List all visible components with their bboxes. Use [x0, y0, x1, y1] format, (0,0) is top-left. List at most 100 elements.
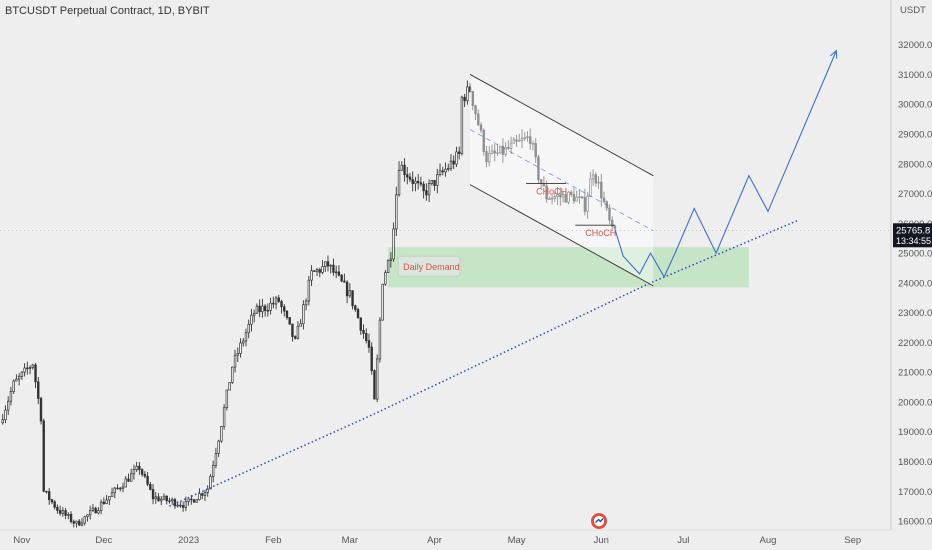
candle-body: [425, 190, 428, 196]
candle: [28, 365, 32, 375]
candle: [307, 275, 311, 306]
candle-body: [17, 375, 21, 380]
candle: [258, 299, 261, 318]
candle-body: [86, 514, 89, 517]
candle-body: [594, 174, 598, 184]
price-tick-label: 25000.0: [898, 249, 932, 260]
candle-body: [507, 146, 510, 149]
candle: [165, 495, 168, 505]
time-tick-label: Nov: [13, 535, 30, 546]
candle-body: [173, 499, 177, 507]
candle-body: [490, 150, 494, 154]
candle: [181, 501, 185, 512]
price-tick-label: 30000.0: [898, 100, 932, 111]
daily-demand-label: Daily Demand: [403, 262, 460, 272]
candle: [173, 497, 177, 509]
candle-body: [291, 323, 294, 337]
candle: [384, 269, 387, 286]
chart-title: BTCUSDT Perpetual Contract, 1D, BYBIT: [5, 5, 210, 17]
candle-body: [244, 332, 248, 342]
candle-body: [45, 490, 48, 493]
candle: [427, 179, 431, 203]
candle-body: [75, 520, 78, 524]
candle-body: [110, 492, 114, 497]
bar-countdown: 13:34:55: [896, 236, 931, 246]
candle: [493, 144, 496, 162]
candle: [594, 172, 598, 187]
candle-body: [466, 86, 469, 102]
candle: [381, 283, 384, 321]
candle-body: [389, 258, 393, 261]
candle: [548, 196, 551, 201]
candle: [611, 216, 614, 231]
candle-body: [433, 179, 436, 186]
candle-body: [518, 139, 521, 142]
candle-body: [236, 353, 239, 356]
candle: [414, 176, 417, 192]
candle-body: [479, 124, 483, 131]
candle-body: [548, 198, 551, 201]
candle: [392, 222, 395, 262]
candle-body: [496, 152, 499, 154]
candle-body: [501, 145, 505, 155]
candle: [452, 155, 455, 170]
candle: [272, 296, 275, 309]
candle: [479, 122, 483, 134]
candle-body: [209, 476, 212, 490]
candle: [195, 499, 198, 503]
candle: [78, 519, 81, 526]
candle-body: [34, 364, 37, 383]
candle-body: [447, 167, 450, 170]
candle-body: [354, 305, 357, 310]
candle-body: [190, 498, 193, 501]
candle: [526, 131, 529, 142]
candle: [334, 265, 338, 279]
candle-body: [228, 382, 231, 391]
candle-body: [83, 516, 86, 524]
tradingview-logo-icon[interactable]: [591, 513, 607, 529]
candle: [37, 377, 40, 405]
drawing-layer: CHoCH CHoCH: [0, 49, 891, 507]
candle: [553, 191, 557, 202]
candle-body: [575, 196, 578, 202]
candle: [80, 517, 84, 527]
time-axis[interactable]: Nov Dec 2023 Feb Mar Apr May Jun Jul Aug Sep: [13, 535, 861, 546]
candle: [50, 498, 54, 505]
candle-body: [124, 478, 127, 488]
price-tick-label: 16000.0: [898, 517, 932, 528]
candle-body: [214, 453, 218, 466]
candle-body: [351, 290, 354, 307]
candle: [518, 133, 521, 142]
candle: [531, 140, 535, 151]
candle-body: [559, 194, 562, 198]
candle-body: [102, 501, 106, 504]
candle: [102, 497, 106, 505]
candle-body: [192, 499, 196, 503]
candle: [236, 347, 239, 363]
candle: [370, 342, 373, 375]
candle: [151, 484, 155, 505]
candle-body: [436, 174, 439, 186]
candle: [556, 187, 559, 205]
candle-body: [326, 261, 330, 267]
candle: [113, 487, 116, 499]
candle-body: [345, 281, 349, 297]
candle-body: [324, 261, 327, 267]
candle: [132, 464, 136, 480]
candle: [220, 425, 223, 443]
candle-body: [146, 475, 149, 485]
candle: [515, 134, 518, 147]
candle: [184, 496, 188, 512]
candle-body: [365, 333, 368, 341]
ascending-trendline: [169, 219, 799, 507]
candle-body: [4, 409, 7, 421]
candle-body: [400, 164, 403, 171]
candle: [75, 520, 78, 528]
candle-body: [556, 194, 559, 197]
demand-zone-layer: Daily Demand: [388, 247, 749, 288]
candle-body: [526, 136, 529, 138]
candle-body: [206, 488, 209, 493]
candle-body: [474, 105, 477, 115]
candle: [116, 484, 119, 490]
